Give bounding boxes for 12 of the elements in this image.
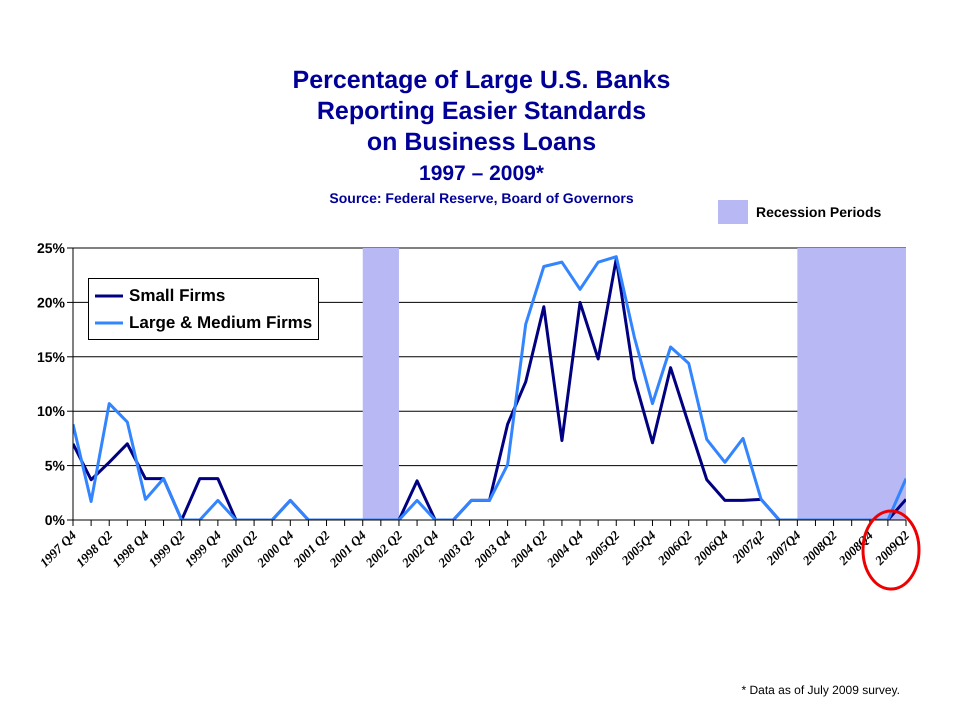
y-tick-label: 0% <box>44 512 66 528</box>
chart-title: Percentage of Large U.S. Banks Reporting Easier Standards on Business Loans 1997 – 2009* <box>292 65 672 187</box>
y-tick-label: 25% <box>36 240 66 256</box>
legend-label: Recession Periods <box>756 204 882 220</box>
text: * Data as of July 2009 survey. <box>741 683 900 697</box>
y-tick-label: 10% <box>36 403 66 420</box>
y-tick-label: 5% <box>44 458 66 474</box>
legend-label: Small Firms <box>129 286 226 306</box>
y-tick-label: 20% <box>36 294 66 310</box>
legend-label: Large & Medium Firms <box>129 312 312 332</box>
chart-subtitle: Source: Federal Reserve, Board of Governors <box>329 190 634 206</box>
y-tick-label: 15% <box>36 348 66 365</box>
